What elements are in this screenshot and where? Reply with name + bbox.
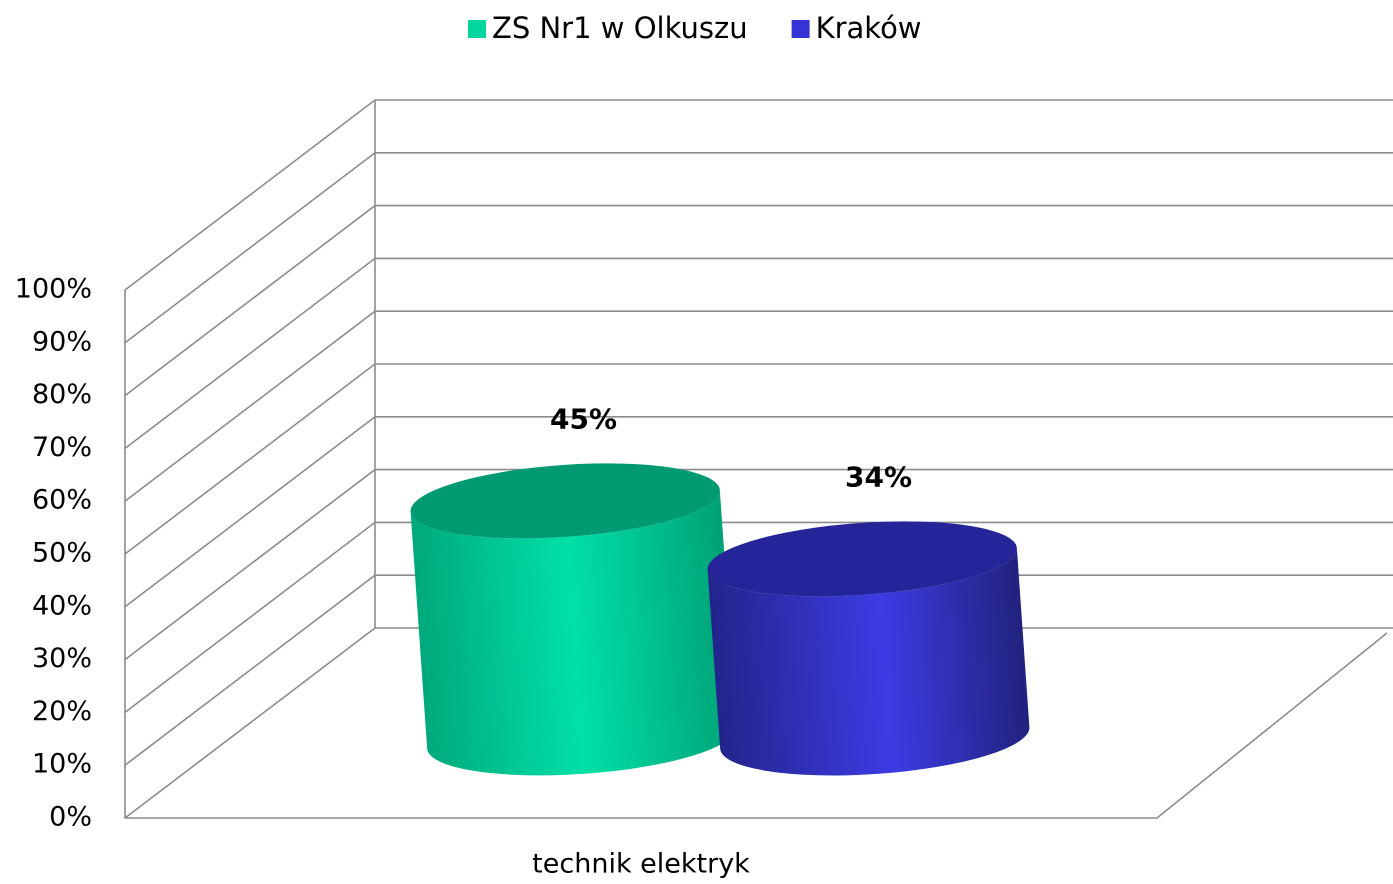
grid-line [124, 521, 1393, 714]
cylinder [707, 548, 1030, 776]
y-tick-label: 50% [32, 538, 92, 569]
legend-label: ZS Nr1 w Olkuszu [492, 11, 748, 45]
legend-swatch [791, 20, 810, 38]
grid-line [124, 574, 1393, 766]
grid-line [124, 99, 1393, 291]
cylinder-top [707, 521, 1017, 597]
cylinder-top [410, 463, 720, 539]
grid-line [124, 468, 1393, 661]
x-tick-label: technik elektryk [532, 849, 750, 880]
grid-line [124, 363, 1393, 555]
y-tick-label: 20% [32, 696, 92, 727]
grid-line [124, 257, 1393, 450]
grid-line [124, 310, 1393, 502]
y-tick-label: 90% [32, 326, 92, 357]
data-label: 45% [550, 403, 617, 436]
grid-line [124, 152, 1393, 344]
grid-line [124, 627, 1393, 819]
legend-label: Kraków [816, 11, 922, 45]
y-tick-label: 30% [32, 643, 92, 674]
y-tick-label: 60% [32, 485, 92, 516]
plot-walls [124, 99, 1393, 819]
grid-line [124, 204, 1393, 397]
y-tick-label: 0% [49, 802, 92, 833]
y-tick-label: 70% [32, 432, 92, 463]
y-tick-label: 10% [32, 749, 92, 780]
grid-line [124, 416, 1393, 608]
y-tick-label: 80% [32, 379, 92, 410]
y-tick-label: 40% [32, 590, 92, 621]
data-label: 34% [845, 461, 912, 494]
legend-swatch [468, 20, 486, 38]
cylinder [410, 490, 737, 776]
y-tick-label: 100% [15, 274, 92, 305]
